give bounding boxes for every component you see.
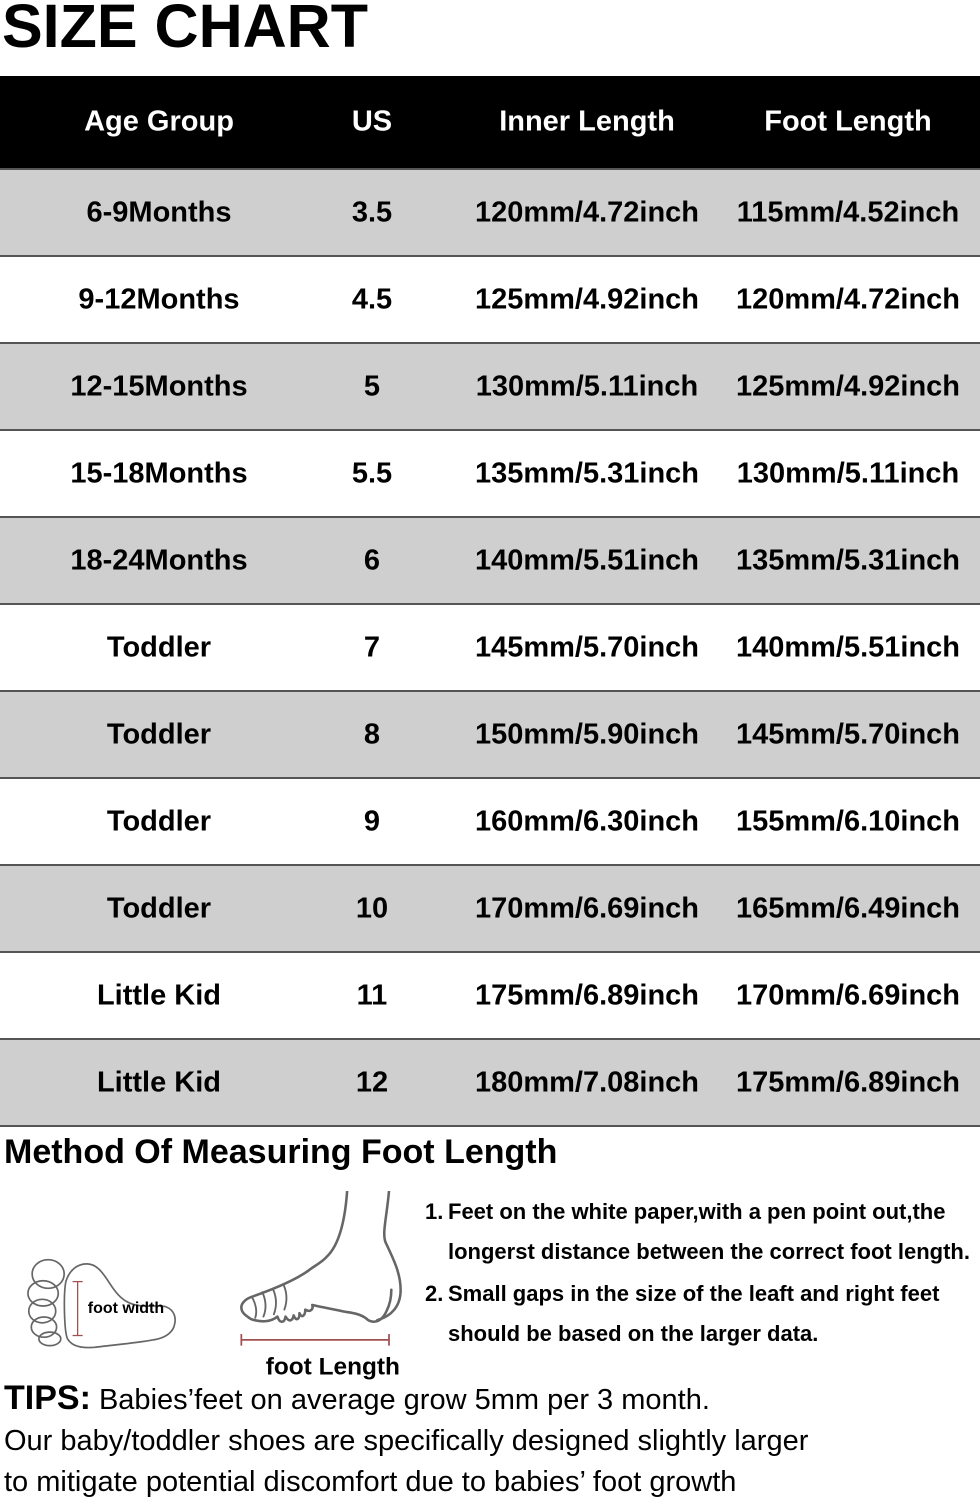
svg-text:foot Length: foot Length	[266, 1354, 400, 1381]
svg-text:foot width: foot width	[88, 1300, 164, 1317]
